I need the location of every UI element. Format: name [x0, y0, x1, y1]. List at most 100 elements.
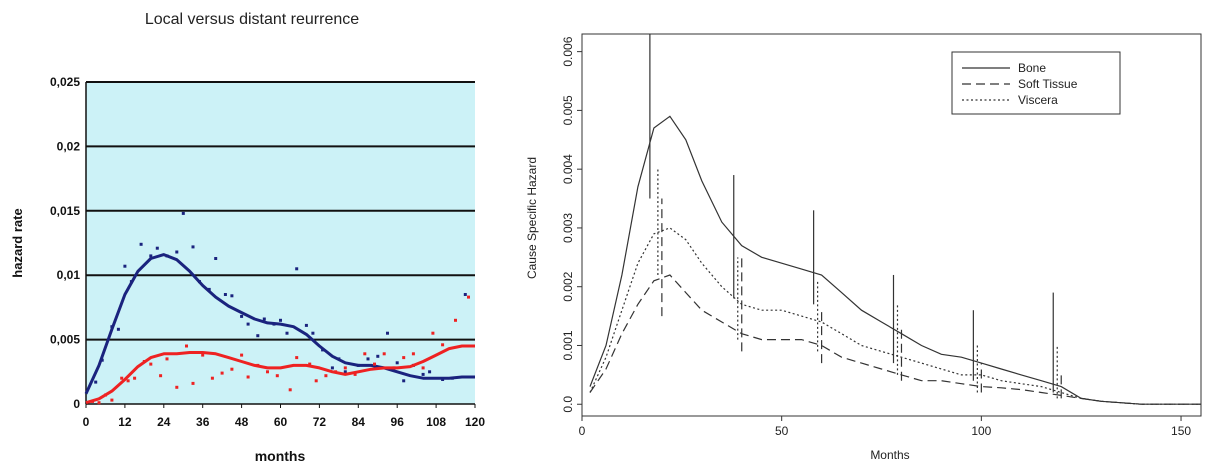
- left-data-point-0: [123, 264, 127, 268]
- left-data-point-0: [223, 293, 227, 296]
- left-data-point-0: [463, 293, 467, 296]
- left-data-point-1: [431, 331, 435, 335]
- left-data-point-1: [363, 352, 367, 356]
- right-y-tick-label: 0.006: [561, 36, 575, 66]
- series-line-soft-tissue: [589, 274, 1201, 405]
- left-data-point-1: [454, 318, 457, 322]
- right-x-tick-label: 0: [579, 424, 586, 438]
- left-data-point-0: [149, 254, 153, 258]
- right-y-tick-label: 0.004: [561, 154, 575, 184]
- left-data-point-1: [275, 374, 279, 378]
- left-data-point-1: [240, 353, 244, 357]
- left-data-point-1: [246, 375, 250, 379]
- left-x-tick-label: 108: [426, 415, 446, 429]
- left-x-tick-label: 60: [274, 415, 288, 429]
- left-data-point-0: [100, 358, 104, 362]
- left-data-point-1: [220, 371, 224, 375]
- left-data-point-1: [201, 353, 205, 357]
- left-data-point-0: [343, 370, 347, 374]
- left-data-point-1: [185, 344, 188, 348]
- series-line-viscera: [589, 227, 1201, 405]
- right-y-axis-label: Cause Specific Hazard: [525, 157, 539, 279]
- right-y-tick-label: 0.003: [561, 213, 575, 243]
- left-data-point-0: [230, 294, 234, 298]
- left-data-point-1: [353, 372, 357, 376]
- left-data-point-1: [288, 388, 292, 392]
- left-trend-line-0: [84, 253, 475, 395]
- left-data-point-1: [97, 401, 101, 405]
- left-data-point-1: [91, 399, 94, 403]
- left-data-point-0: [386, 331, 389, 335]
- left-data-point-1: [373, 362, 376, 366]
- left-x-tick-label: 96: [391, 415, 405, 429]
- left-y-tick-label: 0,02: [57, 139, 81, 153]
- left-data-point-0: [207, 287, 211, 291]
- right-x-tick-label: 150: [1171, 424, 1191, 438]
- left-data-point-0: [402, 379, 406, 383]
- legend: Bone Soft Tissue Viscera: [951, 51, 1121, 115]
- left-trend-line-1: [85, 344, 475, 405]
- left-data-point-1: [266, 370, 269, 374]
- left-data-point-1: [159, 374, 163, 378]
- left-data-point-0: [279, 318, 282, 322]
- left-data-point-1: [343, 366, 347, 370]
- left-data-point-0: [262, 317, 266, 321]
- right-tick-labels: 0.0 0.001 0.002 0.003 0.004 0.005 0.006 0 50 100 1…: [561, 36, 1191, 438]
- left-data-point-0: [304, 323, 308, 327]
- local-vs-distant-chart: Local versus distant reurrence 0 0,005 0,0…: [10, 11, 485, 464]
- left-data-point-1: [165, 357, 169, 361]
- left-data-point-1: [256, 363, 260, 367]
- left-data-point-1: [392, 366, 396, 370]
- left-data-point-1: [382, 352, 386, 356]
- left-gridlines: [85, 81, 475, 405]
- left-series-group: [84, 211, 475, 405]
- right-x-tick-label: 50: [775, 424, 789, 438]
- left-tick-labels: 0 0,005 0,01 0,015 0,02 0,025 0 12 24 36 48 60 72 84 9…: [50, 75, 485, 429]
- left-data-point-1: [324, 374, 328, 378]
- left-data-point-0: [376, 354, 380, 358]
- left-data-point-0: [181, 211, 185, 215]
- legend-label-viscera: Viscera: [1018, 93, 1058, 107]
- right-x-axis-label: Months: [870, 448, 909, 462]
- left-data-point-0: [295, 267, 299, 271]
- left-data-point-0: [330, 366, 334, 370]
- left-data-point-0: [94, 380, 98, 384]
- left-data-point-1: [133, 376, 137, 380]
- left-data-point-1: [230, 367, 234, 371]
- left-data-point-0: [395, 361, 399, 365]
- left-data-point-0: [165, 254, 169, 258]
- cause-specific-hazard-chart: 0.0 0.001 0.002 0.003 0.004 0.005 0.006 0 50 100 1…: [525, 33, 1202, 462]
- left-y-tick-label: 0,015: [50, 204, 80, 218]
- left-y-tick-label: 0,01: [57, 268, 81, 282]
- left-data-point-0: [285, 331, 289, 335]
- left-x-tick-label: 120: [465, 415, 485, 429]
- left-data-point-0: [366, 357, 370, 361]
- left-data-point-0: [450, 376, 454, 380]
- left-data-point-1: [210, 376, 214, 380]
- left-data-point-0: [214, 257, 218, 260]
- left-data-point-0: [175, 250, 179, 254]
- left-data-point-0: [116, 327, 120, 331]
- left-data-point-0: [256, 334, 260, 338]
- left-data-point-0: [337, 357, 341, 361]
- left-data-point-1: [120, 376, 124, 380]
- left-data-point-0: [356, 363, 360, 367]
- left-x-tick-label: 48: [235, 415, 249, 429]
- right-x-tick-label: 100: [971, 424, 991, 438]
- left-data-point-0: [110, 325, 114, 329]
- left-data-point-1: [334, 370, 338, 374]
- left-data-point-1: [110, 398, 114, 402]
- left-x-tick-label: 24: [157, 415, 171, 429]
- left-data-point-0: [191, 245, 195, 249]
- legend-box: [951, 51, 1121, 115]
- left-data-point-0: [198, 280, 201, 284]
- left-data-point-1: [441, 343, 445, 347]
- right-y-tick-label: 0.0: [561, 396, 575, 413]
- left-data-point-0: [321, 348, 325, 352]
- left-data-point-1: [175, 385, 179, 389]
- left-y-tick-label: 0,005: [50, 333, 80, 347]
- left-plot-background: [86, 82, 475, 404]
- legend-items: Bone Soft Tissue Viscera: [962, 61, 1078, 107]
- left-data-point-0: [139, 242, 143, 246]
- left-data-point-0: [311, 331, 315, 335]
